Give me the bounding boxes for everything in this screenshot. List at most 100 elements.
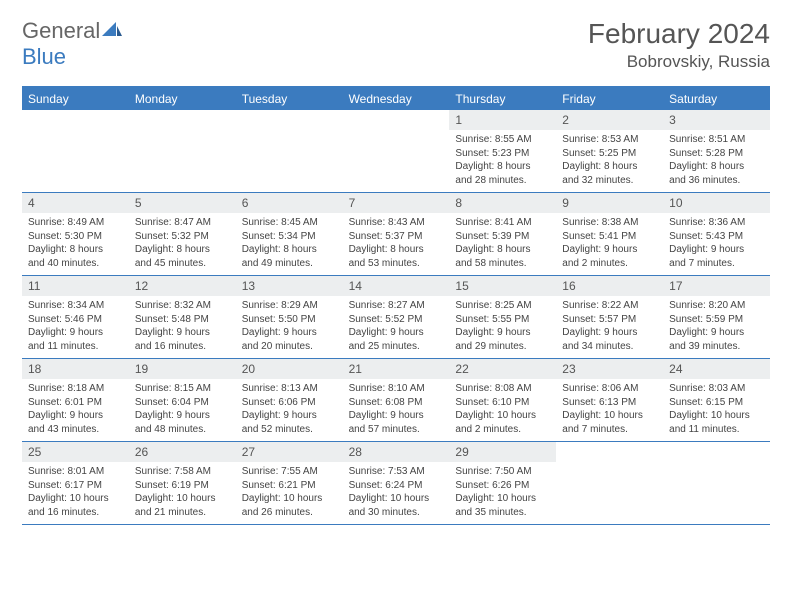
day-header: Wednesday (343, 88, 450, 110)
daylight-1: Daylight: 10 hours (455, 492, 550, 506)
daylight-2: and 11 minutes. (669, 423, 764, 437)
daylight-1: Daylight: 8 hours (135, 243, 230, 257)
day-number: 18 (22, 359, 129, 379)
daylight-2: and 7 minutes. (562, 423, 657, 437)
day-details: Sunrise: 8:38 AMSunset: 5:41 PMDaylight:… (556, 213, 663, 274)
day-details: Sunrise: 8:22 AMSunset: 5:57 PMDaylight:… (556, 296, 663, 357)
day-number: 25 (22, 442, 129, 462)
day-number: 22 (449, 359, 556, 379)
daylight-2: and 28 minutes. (455, 174, 550, 188)
sunset: Sunset: 5:48 PM (135, 313, 230, 327)
sunset: Sunset: 6:19 PM (135, 479, 230, 493)
sunset: Sunset: 5:39 PM (455, 230, 550, 244)
day-cell: 26Sunrise: 7:58 AMSunset: 6:19 PMDayligh… (129, 442, 236, 524)
daylight-1: Daylight: 10 hours (28, 492, 123, 506)
daylight-2: and 48 minutes. (135, 423, 230, 437)
day-number: 8 (449, 193, 556, 213)
sunrise: Sunrise: 7:58 AM (135, 465, 230, 479)
daylight-1: Daylight: 8 hours (669, 160, 764, 174)
sunrise: Sunrise: 8:38 AM (562, 216, 657, 230)
sunset: Sunset: 5:23 PM (455, 147, 550, 161)
day-number: 11 (22, 276, 129, 296)
day-cell: 9Sunrise: 8:38 AMSunset: 5:41 PMDaylight… (556, 193, 663, 275)
sunrise: Sunrise: 8:03 AM (669, 382, 764, 396)
daylight-1: Daylight: 10 hours (135, 492, 230, 506)
day-cell: 17Sunrise: 8:20 AMSunset: 5:59 PMDayligh… (663, 276, 770, 358)
day-details: Sunrise: 8:01 AMSunset: 6:17 PMDaylight:… (22, 462, 129, 523)
day-header: Saturday (663, 88, 770, 110)
daylight-2: and 40 minutes. (28, 257, 123, 271)
daylight-2: and 25 minutes. (349, 340, 444, 354)
day-number: 2 (556, 110, 663, 130)
sunrise: Sunrise: 8:20 AM (669, 299, 764, 313)
week-row: 11Sunrise: 8:34 AMSunset: 5:46 PMDayligh… (22, 276, 770, 359)
day-cell: 12Sunrise: 8:32 AMSunset: 5:48 PMDayligh… (129, 276, 236, 358)
day-cell: 23Sunrise: 8:06 AMSunset: 6:13 PMDayligh… (556, 359, 663, 441)
sunrise: Sunrise: 8:27 AM (349, 299, 444, 313)
day-details: Sunrise: 8:03 AMSunset: 6:15 PMDaylight:… (663, 379, 770, 440)
daylight-1: Daylight: 8 hours (242, 243, 337, 257)
day-number: 21 (343, 359, 450, 379)
sunrise: Sunrise: 8:01 AM (28, 465, 123, 479)
daylight-2: and 57 minutes. (349, 423, 444, 437)
day-details: Sunrise: 8:43 AMSunset: 5:37 PMDaylight:… (343, 213, 450, 274)
sunrise: Sunrise: 8:47 AM (135, 216, 230, 230)
sunrise: Sunrise: 8:49 AM (28, 216, 123, 230)
day-cell: 20Sunrise: 8:13 AMSunset: 6:06 PMDayligh… (236, 359, 343, 441)
sunset: Sunset: 5:34 PM (242, 230, 337, 244)
sunrise: Sunrise: 8:06 AM (562, 382, 657, 396)
day-cell: 1Sunrise: 8:55 AMSunset: 5:23 PMDaylight… (449, 110, 556, 192)
sunset: Sunset: 5:59 PM (669, 313, 764, 327)
day-cell: 21Sunrise: 8:10 AMSunset: 6:08 PMDayligh… (343, 359, 450, 441)
day-number: 1 (449, 110, 556, 130)
sunset: Sunset: 5:25 PM (562, 147, 657, 161)
day-number: 5 (129, 193, 236, 213)
day-number: 3 (663, 110, 770, 130)
day-cell: 11Sunrise: 8:34 AMSunset: 5:46 PMDayligh… (22, 276, 129, 358)
daylight-1: Daylight: 9 hours (242, 326, 337, 340)
day-details: Sunrise: 8:18 AMSunset: 6:01 PMDaylight:… (22, 379, 129, 440)
daylight-2: and 35 minutes. (455, 506, 550, 520)
sunset: Sunset: 5:46 PM (28, 313, 123, 327)
daylight-1: Daylight: 9 hours (135, 409, 230, 423)
daylight-2: and 39 minutes. (669, 340, 764, 354)
sunset: Sunset: 6:08 PM (349, 396, 444, 410)
daylight-1: Daylight: 10 hours (455, 409, 550, 423)
sunset: Sunset: 5:41 PM (562, 230, 657, 244)
sunset: Sunset: 5:32 PM (135, 230, 230, 244)
day-details: Sunrise: 8:13 AMSunset: 6:06 PMDaylight:… (236, 379, 343, 440)
day-number: 29 (449, 442, 556, 462)
day-details: Sunrise: 8:53 AMSunset: 5:25 PMDaylight:… (556, 130, 663, 191)
daylight-2: and 29 minutes. (455, 340, 550, 354)
day-details: Sunrise: 8:36 AMSunset: 5:43 PMDaylight:… (663, 213, 770, 274)
day-details: Sunrise: 8:25 AMSunset: 5:55 PMDaylight:… (449, 296, 556, 357)
day-number: 23 (556, 359, 663, 379)
sunset: Sunset: 6:26 PM (455, 479, 550, 493)
daylight-1: Daylight: 10 hours (562, 409, 657, 423)
week-row: 1 Sunrise: 8:55 AMSunset: 5:23 PM Daylight… (22, 110, 770, 193)
day-details: Sunrise: 7:55 AMSunset: 6:21 PMDaylight:… (236, 462, 343, 523)
daylight-1: Daylight: 10 hours (349, 492, 444, 506)
day-details: Sunrise: 7:58 AMSunset: 6:19 PMDaylight:… (129, 462, 236, 523)
daylight-2: and 43 minutes. (28, 423, 123, 437)
day-cell: 10Sunrise: 8:36 AMSunset: 5:43 PMDayligh… (663, 193, 770, 275)
daylight-2: and 2 minutes. (455, 423, 550, 437)
sunset: Sunset: 6:06 PM (242, 396, 337, 410)
daylight-2: and 20 minutes. (242, 340, 337, 354)
sunrise: Sunrise: 8:53 AM (562, 133, 657, 147)
daylight-2: and 32 minutes. (562, 174, 657, 188)
week-row: 4Sunrise: 8:49 AMSunset: 5:30 PMDaylight… (22, 193, 770, 276)
sunset: Sunset: 6:04 PM (135, 396, 230, 410)
sunset: Sunset: 5:52 PM (349, 313, 444, 327)
day-header-row: SundayMondayTuesdayWednesdayThursdayFrid… (22, 88, 770, 110)
day-cell: 16Sunrise: 8:22 AMSunset: 5:57 PMDayligh… (556, 276, 663, 358)
logo-sail-icon (102, 18, 122, 34)
day-cell: 24Sunrise: 8:03 AMSunset: 6:15 PMDayligh… (663, 359, 770, 441)
sunrise: Sunrise: 8:25 AM (455, 299, 550, 313)
daylight-1: Daylight: 8 hours (349, 243, 444, 257)
day-header: Tuesday (236, 88, 343, 110)
sunrise: Sunrise: 8:55 AM (455, 133, 550, 147)
daylight-2: and 49 minutes. (242, 257, 337, 271)
sunrise: Sunrise: 7:53 AM (349, 465, 444, 479)
daylight-1: Daylight: 9 hours (349, 326, 444, 340)
